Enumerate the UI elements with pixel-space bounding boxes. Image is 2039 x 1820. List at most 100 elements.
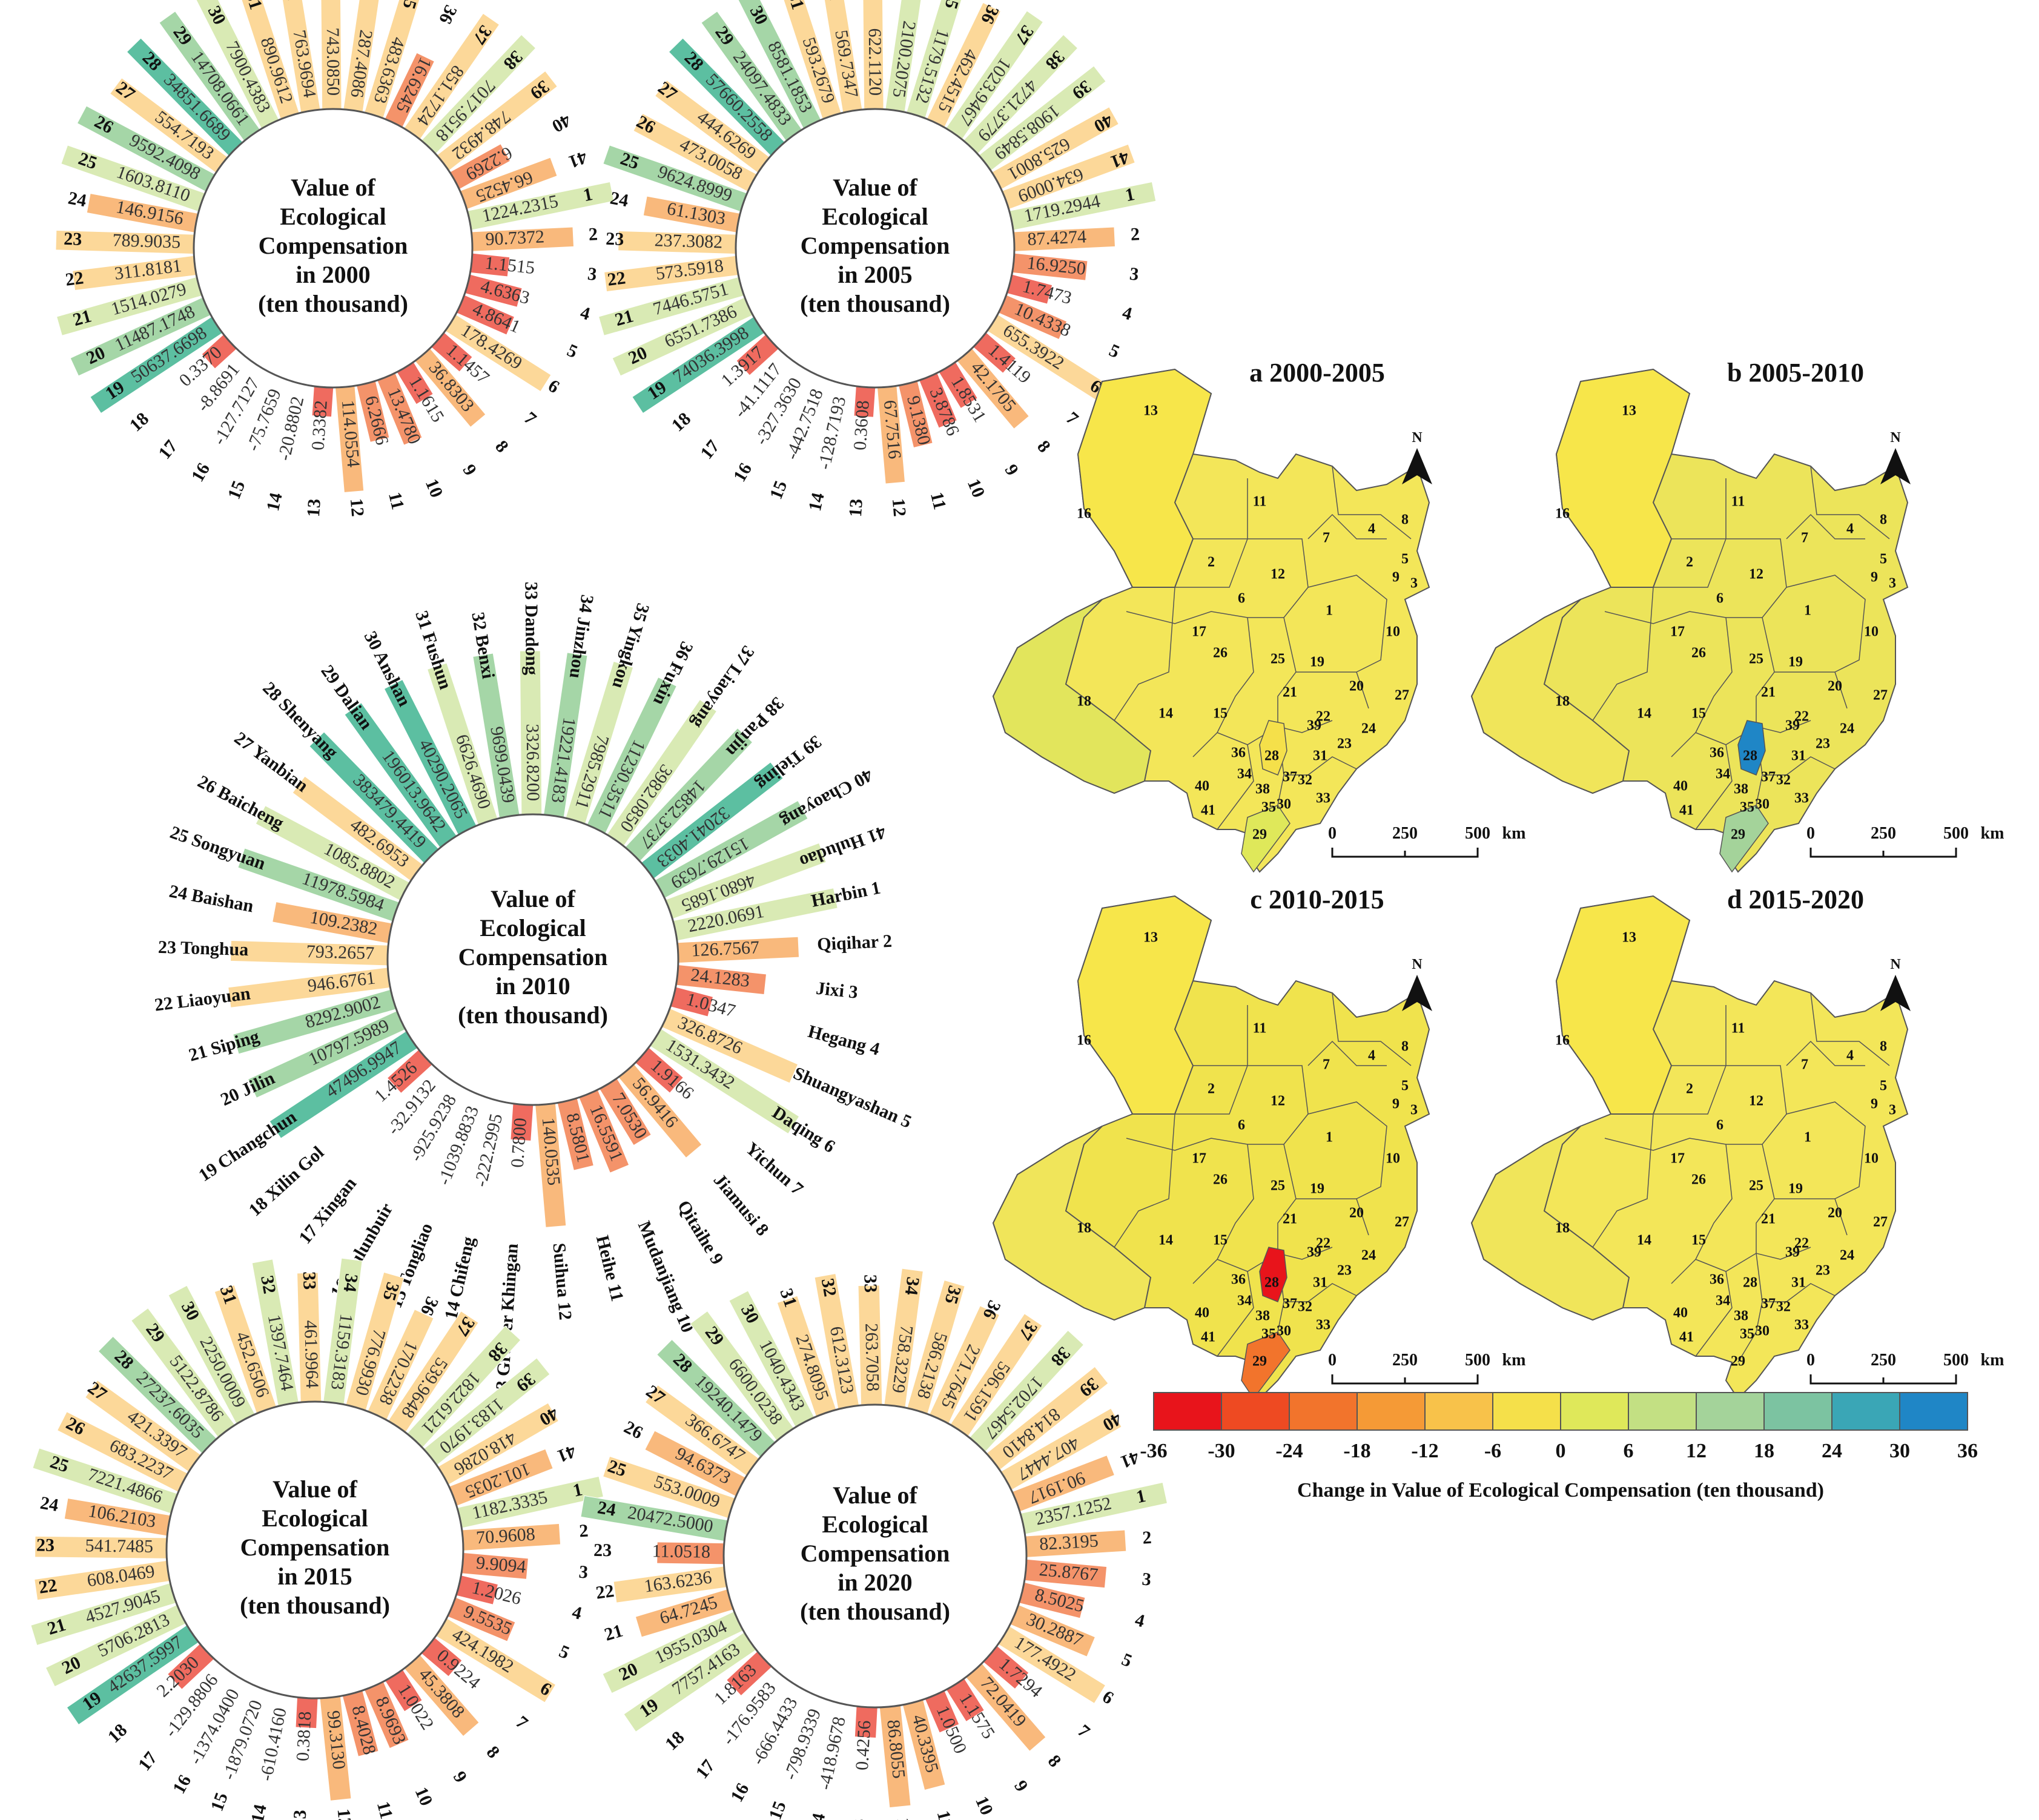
category-label: 9 [449, 1768, 471, 1786]
northeast-china-outline [1470, 368, 1909, 873]
region-border [1786, 575, 1866, 673]
category-label: 17 [134, 1748, 161, 1775]
category-label: 15 [766, 478, 791, 502]
category-label: 26 Baicheng [194, 771, 287, 833]
region-label-5: 5 [1880, 552, 1887, 567]
region-label-19: 19 [1310, 654, 1324, 670]
scale-label: km [1981, 1351, 2004, 1370]
region-border [1786, 1040, 1865, 1066]
value-label: 0.3608 [850, 400, 873, 451]
value-label: 126.7567 [691, 937, 760, 960]
category-label: 5 [564, 340, 581, 362]
category-label: 16 [730, 460, 756, 486]
legend-tick: 0 [1556, 1440, 1566, 1462]
region-border [1114, 587, 1175, 751]
category-label: 9 [1010, 1777, 1032, 1795]
category-label: 11 [933, 1808, 957, 1820]
center-title-line: Ecological [280, 203, 386, 230]
region-label-23: 23 [1337, 736, 1352, 752]
region-label-22: 22 [1794, 1236, 1809, 1251]
legend-tick: -18 [1343, 1440, 1370, 1462]
legend-swatch [1831, 1392, 1900, 1431]
value-label: 0.7800 [507, 1117, 530, 1169]
region-label-25: 25 [1271, 651, 1285, 667]
category-label: 37 Liaoyang [687, 642, 758, 732]
region-label-8: 8 [1401, 1039, 1409, 1055]
region-label-29: 29 [1252, 1354, 1267, 1370]
scale-label: 500 [1943, 1351, 1969, 1370]
region-label-2: 2 [1686, 1081, 1693, 1097]
region-label-28: 28 [1743, 1275, 1757, 1291]
region-label-39: 39 [1307, 1245, 1321, 1261]
region-label-27: 27 [1395, 688, 1409, 704]
category-label: 36 [435, 2, 461, 27]
category-label: 5 [556, 1641, 572, 1663]
value-label: 70.9608 [475, 1524, 535, 1548]
region-label-17: 17 [1670, 1151, 1685, 1167]
category-label: 3 [587, 264, 598, 285]
category-label: 31 Fushun [411, 608, 455, 692]
center-title-line: Value of [833, 1482, 917, 1509]
center-title-line: Ecological [480, 914, 586, 941]
region-label-25: 25 [1749, 1178, 1763, 1194]
category-label: 7 [520, 408, 540, 429]
region-label-24: 24 [1361, 1248, 1376, 1264]
region-label-16: 16 [1077, 1033, 1091, 1049]
map-title: b 2005-2010 [1727, 358, 1864, 387]
category-label: 3 [1141, 1569, 1152, 1590]
category-label: 8 [483, 1742, 504, 1762]
category-label: 32 [257, 1274, 280, 1295]
category-label: 23 [64, 229, 82, 249]
category-label: 12 [333, 1808, 355, 1820]
region-label-31: 31 [1313, 748, 1327, 764]
category-label: 1 [1123, 184, 1136, 205]
category-label: Jixi 3 [815, 978, 859, 1003]
region-border [1296, 1198, 1369, 1236]
scale-bar: 0 250 500 km [1806, 1351, 2004, 1385]
region-label-14: 14 [1158, 1233, 1173, 1248]
category-label: Hegang 4 [806, 1021, 882, 1060]
category-label: 29 Dalian [317, 661, 376, 733]
region-border [1810, 992, 1890, 1066]
region-label-29: 29 [1731, 827, 1745, 843]
category-label: 39 Tieling [753, 731, 825, 794]
region-shape-28 [1259, 720, 1287, 776]
legend-tick: 18 [1754, 1440, 1774, 1462]
category-label: 8 [491, 437, 512, 457]
center-title-line: Compensation [801, 1540, 950, 1567]
legend-tick: 24 [1822, 1440, 1842, 1462]
region-border [1653, 980, 1726, 1066]
region-border [1786, 513, 1865, 539]
category-label: 22 [38, 1575, 58, 1598]
region-border [1065, 617, 1115, 721]
value-label: 789.9035 [112, 230, 180, 252]
region-label-35: 35 [1740, 1327, 1754, 1342]
category-label: Daqing 6 [768, 1103, 839, 1157]
category-label: 24 [609, 188, 630, 211]
region-border [1296, 671, 1369, 709]
category-label: 34 Jinzhou [566, 593, 598, 680]
region-border [1810, 466, 1890, 539]
region-border [1774, 671, 1848, 709]
region-label-10: 10 [1864, 624, 1879, 640]
region-shape-29 [1241, 805, 1290, 873]
region-label-17: 17 [1670, 624, 1685, 640]
region-label-32: 32 [1776, 773, 1791, 788]
map-title: d 2015-2020 [1727, 885, 1864, 914]
region-label-41: 41 [1679, 803, 1694, 819]
region-border [1175, 1005, 1248, 1115]
region-label-27: 27 [1395, 1215, 1409, 1230]
region-label-35: 35 [1261, 1327, 1276, 1342]
scale-label: 250 [1871, 1351, 1896, 1370]
center-title-line: Ecological [262, 1505, 368, 1532]
region-shape-16 [1077, 895, 1212, 1115]
legend-tick: 36 [1957, 1440, 1978, 1462]
center-title-line: Compensation [240, 1534, 390, 1561]
category-label: 41 [555, 1441, 579, 1466]
center-title-line: Compensation [458, 943, 608, 971]
category-label: 4 [1133, 1610, 1147, 1632]
region-label-10: 10 [1386, 1151, 1400, 1167]
region-label-18: 18 [1555, 1221, 1570, 1236]
region-label-5: 5 [1401, 552, 1409, 567]
